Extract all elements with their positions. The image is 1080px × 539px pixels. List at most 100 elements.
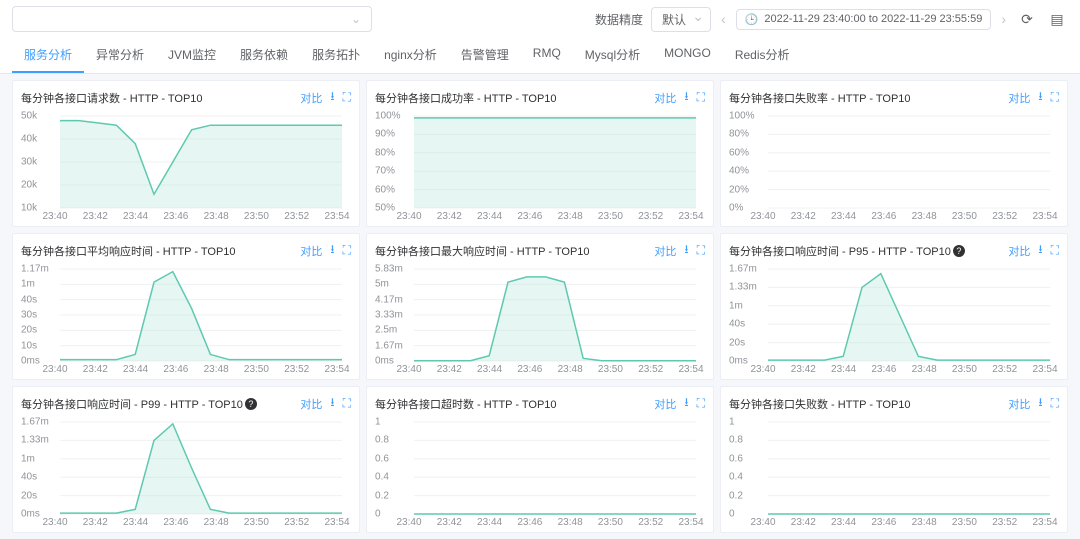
download-icon[interactable]: ⭳ (1038, 87, 1042, 108)
y-tick: 0 (375, 509, 381, 520)
compare-button[interactable]: 对比 (300, 90, 322, 106)
chart: 10.80.60.40.2023:4023:4223:4423:4623:482… (375, 418, 705, 528)
x-tick: 23:42 (791, 211, 816, 222)
expand-icon[interactable]: ⛶ (343, 90, 351, 105)
y-tick: 10k (21, 203, 37, 214)
x-tick: 23:46 (871, 517, 896, 528)
tab-1[interactable]: 异常分析 (84, 38, 156, 73)
x-tick: 23:52 (992, 517, 1017, 528)
x-tick: 23:46 (871, 211, 896, 222)
refresh-icon[interactable]: ⟳ (1016, 8, 1038, 30)
tab-8[interactable]: Mysql分析 (573, 38, 652, 73)
y-tick: 90% (375, 129, 395, 140)
compare-button[interactable]: 对比 (300, 243, 322, 259)
expand-icon[interactable]: ⛶ (343, 396, 351, 411)
y-tick: 0ms (729, 356, 748, 367)
panel-title: 每分钟各接口超时数 - HTTP - TOP10 (375, 396, 654, 412)
compare-button[interactable]: 对比 (654, 243, 676, 259)
tab-4[interactable]: 服务拓扑 (300, 38, 372, 73)
x-tick: 23:48 (912, 364, 937, 375)
x-tick: 23:42 (791, 517, 816, 528)
compare-button[interactable]: 对比 (654, 396, 676, 412)
download-icon[interactable]: ⭳ (684, 87, 688, 108)
x-tick: 23:48 (558, 211, 583, 222)
x-tick: 23:52 (284, 517, 309, 528)
compare-button[interactable]: 对比 (300, 396, 322, 412)
x-tick: 23:52 (992, 211, 1017, 222)
expand-icon[interactable]: ⛶ (343, 243, 351, 258)
panel-title: 每分钟各接口响应时间 - P95 - HTTP - TOP10? (729, 243, 1008, 259)
precision-select[interactable]: 默认 (651, 7, 711, 32)
x-tick: 23:40 (42, 211, 67, 222)
time-prev[interactable]: ‹ (719, 11, 728, 27)
time-range-text: 2022-11-29 23:40:00 to 2022-11-29 23:55:… (764, 13, 982, 25)
x-tick: 23:54 (678, 364, 703, 375)
x-tick: 23:44 (477, 517, 502, 528)
download-icon[interactable]: ⭳ (1038, 240, 1042, 261)
expand-icon[interactable]: ⛶ (697, 396, 705, 411)
tab-7[interactable]: RMQ (521, 38, 573, 73)
y-tick: 60% (729, 147, 749, 158)
y-tick: 0.8 (375, 435, 389, 446)
tab-6[interactable]: 告警管理 (449, 38, 521, 73)
compare-button[interactable]: 对比 (1008, 243, 1030, 259)
panel-2: 每分钟各接口失败率 - HTTP - TOP10对比⭳⛶100%80%60%40… (720, 80, 1068, 227)
tab-3[interactable]: 服务依赖 (228, 38, 300, 73)
x-tick: 23:40 (396, 364, 421, 375)
x-tick: 23:54 (324, 364, 349, 375)
grid-layout-icon[interactable]: ▤ (1046, 8, 1068, 30)
download-icon[interactable]: ⭳ (330, 393, 334, 414)
time-next[interactable]: › (999, 11, 1008, 27)
x-tick: 23:50 (244, 364, 269, 375)
y-tick: 1.33m (729, 282, 757, 293)
chart: 5.83m5m4.17m3.33m2.5m1.67m0ms23:4023:422… (375, 265, 705, 375)
x-tick: 23:54 (1032, 364, 1057, 375)
y-tick: 10s (21, 340, 37, 351)
x-tick: 23:50 (244, 211, 269, 222)
y-tick: 0ms (21, 356, 40, 367)
y-tick: 1 (729, 417, 735, 428)
tab-5[interactable]: nginx分析 (372, 38, 449, 73)
x-tick: 23:42 (437, 517, 462, 528)
panel-4: 每分钟各接口最大响应时间 - HTTP - TOP10对比⭳⛶5.83m5m4.… (366, 233, 714, 380)
chart: 100%90%80%70%60%50%23:4023:4223:4423:462… (375, 112, 705, 222)
y-tick: 1.17m (21, 264, 49, 275)
tab-0[interactable]: 服务分析 (12, 38, 84, 73)
y-tick: 1.33m (21, 435, 49, 446)
expand-icon[interactable]: ⛶ (1051, 396, 1059, 411)
x-tick: 23:46 (163, 364, 188, 375)
topbar: ⌄ 数据精度 默认 ‹ 🕒 2022-11-29 23:40:00 to 202… (0, 0, 1080, 38)
expand-icon[interactable]: ⛶ (1051, 243, 1059, 258)
expand-icon[interactable]: ⛶ (697, 243, 705, 258)
x-tick: 23:48 (204, 211, 229, 222)
compare-button[interactable]: 对比 (654, 90, 676, 106)
expand-icon[interactable]: ⛶ (697, 90, 705, 105)
y-tick: 2.5m (375, 325, 397, 336)
x-tick: 23:44 (123, 517, 148, 528)
app-selector[interactable]: ⌄ (12, 6, 372, 32)
compare-button[interactable]: 对比 (1008, 90, 1030, 106)
download-icon[interactable]: ⭳ (1038, 393, 1042, 414)
tab-9[interactable]: MONGO (652, 38, 723, 73)
info-icon[interactable]: ? (245, 398, 257, 410)
y-tick: 30s (21, 310, 37, 321)
download-icon[interactable]: ⭳ (330, 87, 334, 108)
x-tick: 23:40 (750, 517, 775, 528)
compare-button[interactable]: 对比 (1008, 396, 1030, 412)
x-tick: 23:40 (42, 517, 67, 528)
download-icon[interactable]: ⭳ (330, 240, 334, 261)
time-range-picker[interactable]: 🕒 2022-11-29 23:40:00 to 2022-11-29 23:5… (736, 9, 992, 30)
tab-10[interactable]: Redis分析 (723, 38, 802, 73)
x-tick: 23:54 (324, 211, 349, 222)
download-icon[interactable]: ⭳ (684, 393, 688, 414)
tab-2[interactable]: JVM监控 (156, 38, 228, 73)
x-tick: 23:44 (831, 517, 856, 528)
expand-icon[interactable]: ⛶ (1051, 90, 1059, 105)
info-icon[interactable]: ? (953, 245, 965, 257)
y-tick: 40k (21, 134, 37, 145)
download-icon[interactable]: ⭳ (684, 240, 688, 261)
x-tick: 23:48 (204, 517, 229, 528)
chart: 100%80%60%40%20%0%23:4023:4223:4423:4623… (729, 112, 1059, 222)
x-tick: 23:42 (437, 364, 462, 375)
panel-title: 每分钟各接口成功率 - HTTP - TOP10 (375, 90, 654, 106)
